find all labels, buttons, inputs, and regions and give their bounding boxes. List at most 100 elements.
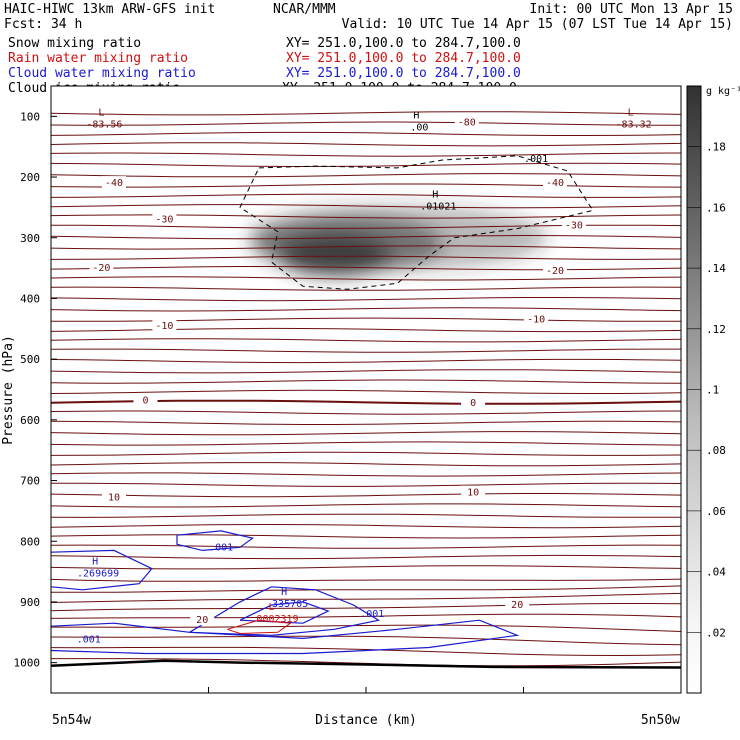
x-tick-left: 5n54w: [52, 713, 91, 728]
colorbar: .02 .04 .06 .08 .1 .12 .14 .16 .18 g kg⁻¹: [686, 85, 740, 694]
isotherm-label: -80: [458, 117, 476, 128]
contour-label: .001: [77, 635, 101, 646]
cloud-water-contour: [51, 619, 520, 655]
isotherm-line: [51, 348, 681, 353]
isotherm-line: [51, 472, 681, 477]
field-cloud-water-name: Cloud water mixing ratio: [8, 66, 196, 81]
colorbar-tick-label: .14: [706, 262, 726, 275]
field-snow-name: Snow mixing ratio: [8, 36, 141, 51]
isotherm-label: -20: [92, 263, 110, 274]
isotherm-line: [51, 379, 681, 384]
isotherm-label: 10: [108, 493, 120, 504]
isotherm-line: [51, 131, 681, 136]
y-tick-label: 100: [20, 110, 40, 123]
isotherm-line: [51, 245, 681, 250]
colorbar-tick-label: .12: [706, 323, 726, 336]
y-axis: 100 200 300 400 500 600 700 800 900 1000: [14, 110, 57, 670]
y-axis-label: Pressure (hPa): [1, 335, 16, 445]
isotherm-line: [51, 276, 681, 281]
isotherm-line: [51, 183, 681, 188]
isotherm-line: [51, 286, 681, 291]
isotherm-line: [51, 410, 681, 415]
extremum-letter: H: [432, 189, 438, 200]
isotherm-line: [51, 441, 681, 446]
isotherm-label-bg: [505, 597, 530, 610]
isotherm-line: [51, 234, 681, 240]
isotherm-line: [51, 173, 681, 178]
isotherm-line: [51, 451, 681, 456]
header: HAIC-HIWC 13km ARW-GFS init NCAR/MMM Ini…: [4, 2, 733, 96]
isotherm-line: [51, 462, 681, 467]
isotherm-label-bg: [152, 212, 177, 225]
isotherm-label: -10: [155, 321, 173, 332]
isotherm-label: 0: [470, 398, 476, 409]
temperature-contours: [51, 111, 681, 667]
extremum-value: .0002319: [250, 614, 298, 625]
isotherm-line: [51, 523, 681, 529]
isotherm-label: -10: [527, 315, 545, 326]
isotherm-label-bg: [102, 490, 126, 503]
cloud-water-contour: [239, 601, 330, 624]
isotherm-label-bg: [190, 613, 215, 626]
isotherm-label-bg: [89, 261, 114, 274]
colorbar-unit: g kg⁻¹: [706, 86, 740, 97]
isotherm-line: [51, 142, 681, 147]
isotherm-label-bg: [133, 393, 158, 406]
isotherm-label-bg: [152, 318, 177, 331]
y-tick-label: 600: [20, 414, 40, 427]
isotherm-label: 20: [511, 600, 523, 611]
extremum-value: .269699: [77, 569, 119, 580]
isotherm-label-bg: [543, 176, 567, 189]
isotherm-label-bg: [561, 218, 586, 231]
extremum-letter: L: [98, 107, 104, 118]
isotherm-label-bg: [102, 176, 126, 189]
isotherm-line: [51, 389, 681, 394]
isotherm-line: [51, 585, 681, 593]
isotherm-label: 20: [196, 615, 208, 626]
extremum-value: -83.56: [86, 119, 122, 130]
model-title: HAIC-HIWC 13km ARW-GFS init: [4, 2, 215, 17]
y-tick-label: 700: [20, 475, 40, 488]
cloud-water-contour: [51, 549, 153, 591]
extremum-letter: H: [92, 557, 98, 568]
isotherm-line: [51, 358, 681, 364]
isotherm-label-bg: [461, 395, 486, 408]
extremum-letter: H: [413, 110, 419, 121]
field-rain-xy: XY= 251.0,100.0 to 284.7,100.0: [286, 51, 521, 66]
snow-shading: [247, 205, 548, 276]
colorbar-tick-label: .16: [706, 201, 726, 214]
isotherm-line: [51, 635, 681, 646]
isotherm-line: [51, 544, 681, 549]
isotherm-line: [51, 431, 681, 436]
isotherm-label: -20: [546, 266, 564, 277]
isotherm-label-bg: [524, 312, 549, 325]
colorbar-ticks: .02 .04 .06 .08 .1 .12 .14 .16 .18: [687, 141, 726, 639]
isotherm-label: 10: [467, 488, 479, 499]
y-tick-label: 400: [20, 292, 40, 305]
plot-area: [51, 86, 681, 693]
extremum-value: .335705: [266, 599, 308, 610]
cloud-water-contour: [176, 530, 255, 552]
isotherm-line: [51, 482, 681, 487]
x-tick-right: 5n50w: [641, 713, 680, 728]
colorbar-tick-label: .06: [706, 505, 726, 518]
init-time: Init: 00 UTC Mon 13 Apr 15: [530, 2, 734, 17]
y-tick-label: 300: [20, 232, 40, 245]
cloud-water-contour: [189, 586, 381, 636]
x-axis-label: Distance (km): [315, 713, 417, 728]
cloud-ice-contour: [239, 155, 594, 290]
valid-time: Valid: 10 UTC Tue 14 Apr 15 (07 LST Tue …: [342, 17, 733, 32]
rain-contour: [227, 619, 292, 635]
extremum-value: -83.32: [616, 119, 652, 130]
forecast-hour: Fcst: 34 h: [4, 17, 82, 32]
isotherm-line: [51, 420, 681, 425]
terrain-surface: [51, 659, 681, 669]
isotherm-line: [51, 534, 681, 539]
isotherm-line: [51, 121, 681, 126]
isotherm-line: [51, 152, 681, 157]
field-rain-name: Rain water mixing ratio: [8, 51, 188, 66]
colorbar-tick-label: .04: [706, 566, 726, 579]
contour-label: .001: [209, 542, 233, 553]
contour-label: .001: [360, 609, 384, 620]
